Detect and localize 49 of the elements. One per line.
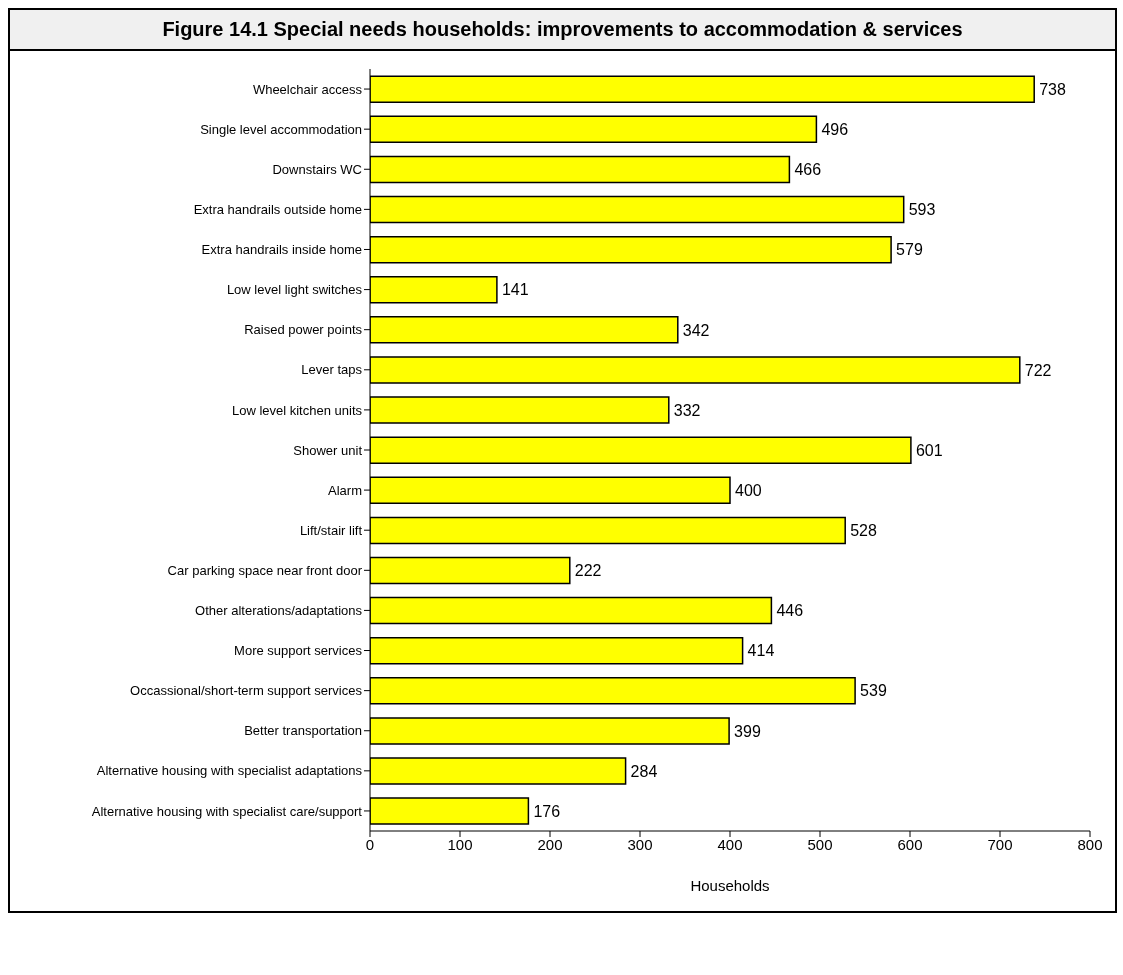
y-tick-label: Low level light switches: [226, 282, 363, 298]
data-label: 466: [794, 161, 822, 179]
y-tick-label: Other alterations/adaptations: [195, 603, 363, 619]
y-tick-label: Better transportation: [244, 723, 362, 739]
data-label: 601: [915, 441, 943, 459]
data-label: 722: [1024, 361, 1052, 379]
data-label: 176: [533, 802, 561, 820]
data-label: 414: [747, 642, 775, 660]
y-tick-label: Downstairs WC: [272, 161, 362, 177]
x-axis-title: Households: [690, 877, 770, 894]
data-label: 593: [908, 201, 936, 219]
y-tick-label: Shower unit: [293, 442, 363, 458]
data-label: 738: [1039, 80, 1066, 98]
data-label: 141: [501, 281, 529, 299]
chart-title: Figure 14.1 Special needs households: improvements to accommodation & services: [10, 10, 1115, 51]
y-tick-label: Extra handrails inside home: [201, 242, 362, 258]
data-label: 496: [821, 121, 849, 138]
x-tick-label: 700: [987, 835, 1013, 853]
data-label: 332: [673, 401, 701, 419]
y-tick-label: Wheelchair access: [252, 81, 363, 97]
data-label: 399: [734, 722, 761, 740]
data-label: 342: [682, 321, 710, 339]
y-tick-label: Occassional/short-term support services: [130, 683, 363, 699]
y-tick-label: Alarm: [328, 482, 362, 498]
y-tick-label: Lift/stair lift: [299, 522, 363, 538]
y-tick-label: Single level accommodation: [200, 121, 362, 137]
x-tick-label: 0: [365, 835, 375, 853]
y-tick-label: Low level kitchen units: [231, 402, 363, 418]
y-tick-label: Lever taps: [301, 362, 363, 378]
data-label: 446: [776, 602, 804, 620]
y-tick-label: Alternative housing with specialist care/support: [91, 803, 363, 819]
data-label: 400: [735, 481, 762, 499]
data-label: 284: [630, 762, 658, 780]
y-tick-label: Extra handrails outside home: [193, 201, 362, 217]
x-tick-label: 800: [1077, 835, 1103, 853]
x-tick-label: 500: [807, 835, 833, 853]
x-tick-label: 300: [627, 835, 653, 853]
y-tick-label: Alternative housing with specialist adaptations: [96, 763, 363, 779]
data-label: 579: [896, 241, 923, 259]
x-tick-label: 100: [447, 835, 473, 853]
data-label: 539: [860, 682, 887, 700]
y-tick-label: Car parking space near front door: [167, 562, 363, 578]
x-tick-label: 600: [897, 835, 923, 853]
data-label: 528: [850, 522, 877, 540]
x-tick-label: 400: [717, 835, 743, 853]
y-tick-label: More support services: [234, 643, 363, 659]
data-label: 222: [574, 562, 602, 580]
y-tick-label: Raised power points: [244, 322, 363, 338]
x-tick-label: 200: [537, 835, 563, 853]
